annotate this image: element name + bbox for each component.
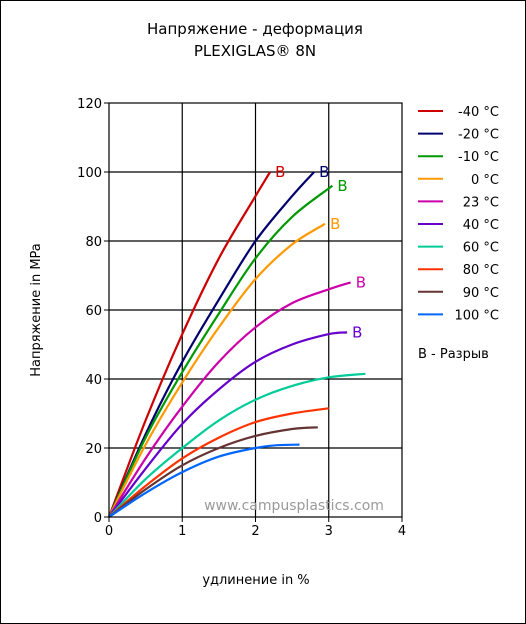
- series-curves: [107, 171, 366, 518]
- break-marker: B: [275, 163, 285, 181]
- break-marker: B: [337, 177, 347, 195]
- x-tick-label: 2: [251, 524, 259, 539]
- series-line: [108, 443, 300, 518]
- series-line: [108, 407, 329, 518]
- x-tick-label: 0: [105, 524, 113, 539]
- y-tick-label: 60: [85, 304, 102, 319]
- x-tick-label: 3: [325, 524, 333, 539]
- legend-label: 60 °C: [463, 241, 499, 256]
- legend-label: 0 °C: [471, 173, 499, 188]
- x-tick-label: 1: [178, 524, 186, 539]
- watermark: www.campusplastics.com: [204, 498, 384, 514]
- break-marker: B: [319, 163, 329, 181]
- series-line: [107, 171, 272, 518]
- series-line: [108, 281, 352, 518]
- legend-label: -10 °C: [458, 150, 499, 165]
- y-tick-label: 80: [85, 235, 102, 250]
- legend-label: -20 °C: [458, 128, 499, 143]
- y-tick-label: 20: [85, 442, 102, 457]
- series-line: [108, 372, 366, 518]
- chart-title: Напряжение - деформация: [147, 20, 363, 38]
- break-marker: B: [330, 215, 340, 233]
- y-axis-label: Напряжение in MPa: [29, 243, 44, 377]
- y-tick-label: 0: [94, 511, 102, 526]
- legend: -40 °C -20 °C -10 °C 0 °C 23 °C 40 °C 60 °C 80 …: [418, 105, 499, 323]
- legend-label: -40 °C: [458, 105, 499, 120]
- break-marker: B: [352, 323, 362, 341]
- plot-border: [108, 102, 403, 518]
- series-line: [108, 331, 348, 518]
- y-tick-label: 120: [77, 97, 102, 112]
- break-marker: B: [356, 273, 366, 291]
- legend-note: B - Разрыв: [418, 347, 489, 362]
- legend-label: 23 °C: [463, 195, 499, 210]
- chart-subtitle: PLEXIGLAS® 8N: [194, 42, 316, 60]
- legend-label: 80 °C: [463, 263, 499, 278]
- x-tick-label: 4: [398, 524, 406, 539]
- y-tick-label: 100: [77, 166, 102, 181]
- series-line: [108, 426, 318, 518]
- y-tick-label: 40: [85, 373, 102, 388]
- series-line: [108, 222, 326, 518]
- series-line: [107, 171, 315, 518]
- grid: [104, 102, 403, 522]
- x-axis-label: удлинение in %: [202, 573, 309, 588]
- series-line: [108, 184, 334, 518]
- legend-label: 90 °C: [463, 286, 499, 301]
- legend-label: 100 °C: [454, 308, 499, 323]
- legend-label: 40 °C: [463, 218, 499, 233]
